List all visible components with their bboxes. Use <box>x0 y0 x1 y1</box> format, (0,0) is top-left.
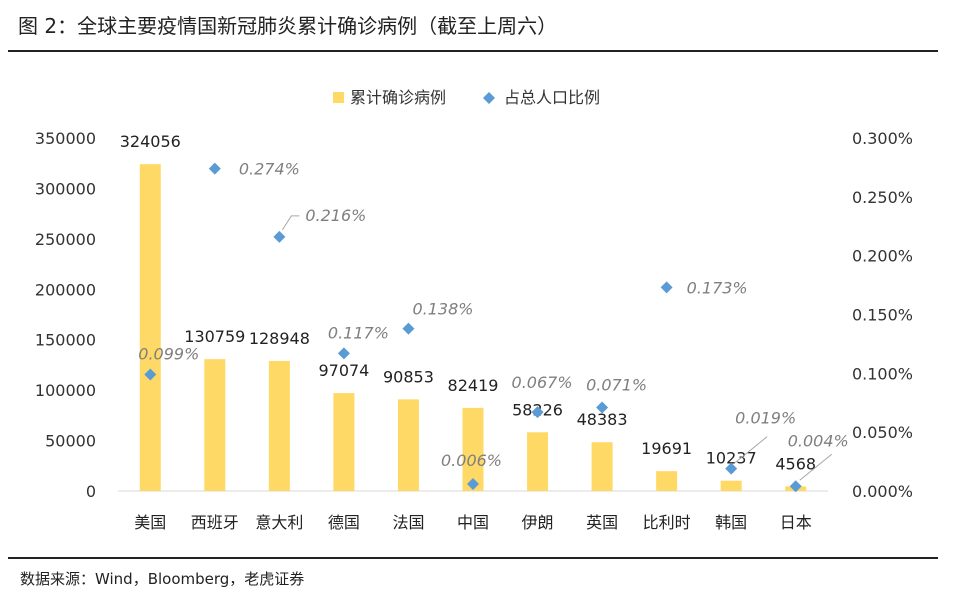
right-axis-tick-label: 0.050% <box>852 423 913 442</box>
right-axis-tick-label: 0.250% <box>852 188 913 207</box>
percent-value-label: 0.117% <box>328 323 389 342</box>
percent-marker <box>337 347 350 360</box>
leader-line <box>281 215 300 231</box>
left-axis-tick-label: 50000 <box>45 432 96 451</box>
bar-value-label: 97074 <box>318 361 369 380</box>
bar-value-label: 19691 <box>641 439 692 458</box>
bar <box>591 442 613 491</box>
bar <box>462 407 484 491</box>
bar-value-label: 10237 <box>706 449 757 468</box>
bar-value-label: 324056 <box>120 132 181 151</box>
right-axis-tick-label: 0.100% <box>852 364 913 383</box>
percent-value-label: 0.067% <box>512 373 573 392</box>
percent-value-label: 0.173% <box>687 278 748 297</box>
percent-marker <box>531 406 544 419</box>
category-label: 韩国 <box>715 513 747 532</box>
left-axis-tick-label: 200000 <box>35 280 96 299</box>
category-label: 中国 <box>457 513 489 532</box>
left-axis-tick-label: 100000 <box>35 381 96 400</box>
source-note: 数据来源：Wind，Bloomberg，老虎证券 <box>20 570 305 588</box>
percent-marker <box>660 281 673 294</box>
bar-value-label: 48383 <box>577 410 628 429</box>
category-label: 法国 <box>392 513 424 532</box>
right-axis-tick-label: 0.000% <box>852 482 913 501</box>
marker-value-labels: 0.099% 0.274% 0.216% 0.117% 0.138% 0.006% 0.06… <box>138 160 848 470</box>
bar-value-label: 90853 <box>383 367 434 386</box>
left-axis-tick-label: 350000 <box>35 129 96 148</box>
legend-marker-label: 占总人口比例 <box>504 88 600 107</box>
right-axis-tick-label: 0.300% <box>852 129 913 148</box>
left-axis-tick-label: 300000 <box>35 179 96 198</box>
left-axis-tick-label: 0 <box>86 482 96 501</box>
category-label: 英国 <box>586 513 618 532</box>
percent-value-label: 0.138% <box>412 300 473 319</box>
percent-value-label: 0.004% <box>788 431 849 450</box>
marker-series <box>144 162 802 493</box>
bar-value-label: 4568 <box>775 454 816 473</box>
legend-bar-label: 累计确诊病例 <box>350 88 446 107</box>
bar <box>268 360 290 491</box>
percent-marker <box>208 162 221 175</box>
category-label: 比利时 <box>643 513 691 532</box>
figure-title: 图 2：全球主要疫情国新冠肺炎累计确诊病例（截至上周六） <box>18 14 558 38</box>
percent-value-label: 0.274% <box>239 160 300 179</box>
bar-value-label: 128948 <box>249 329 310 348</box>
right-axis-tick-label: 0.200% <box>852 247 913 266</box>
left-axis-tick-label: 150000 <box>35 331 96 350</box>
bar <box>397 399 419 491</box>
bar <box>139 164 161 491</box>
legend-marker-swatch <box>483 92 495 104</box>
right-axis-tick-labels: 0.000% 0.050% 0.100% 0.150% 0.200% 0.250% 0.30… <box>852 129 913 501</box>
percent-value-label: 0.071% <box>586 375 647 394</box>
left-axis-tick-labels: 0 50000 100000 150000 200000 250000 300000 3500… <box>35 129 96 501</box>
label-leader-lines <box>281 215 833 481</box>
percent-marker <box>789 480 802 493</box>
category-label: 日本 <box>780 513 812 532</box>
legend-bar-swatch <box>333 92 344 103</box>
bar <box>527 432 549 491</box>
bottom-rule <box>8 557 938 559</box>
left-axis-tick-label: 250000 <box>35 230 96 249</box>
top-rule <box>8 50 938 52</box>
bar <box>720 480 742 491</box>
percent-value-label: 0.019% <box>735 409 796 428</box>
category-label: 美国 <box>134 513 166 532</box>
category-label: 伊朗 <box>522 513 554 532</box>
percent-marker <box>725 462 738 475</box>
right-axis-tick-label: 0.150% <box>852 306 913 325</box>
category-label: 德国 <box>328 513 360 532</box>
percent-value-label: 0.006% <box>441 451 502 470</box>
bar-value-label: 82419 <box>448 376 499 395</box>
leader-line <box>734 436 768 464</box>
bar <box>656 471 678 491</box>
bar <box>204 359 226 491</box>
bar-series <box>139 164 807 491</box>
percent-marker <box>596 401 609 414</box>
chart-legend: 累计确诊病例 占总人口比例 <box>333 88 600 107</box>
bar <box>333 393 355 491</box>
percent-value-label: 0.099% <box>138 345 199 364</box>
percent-value-label: 0.216% <box>305 206 366 225</box>
category-label: 意大利 <box>255 513 303 532</box>
category-labels: 美国 西班牙 意大利 德国 法国 中国 伊朗 英国 比利时 韩国 日本 <box>134 513 811 532</box>
percent-marker <box>144 368 157 381</box>
leader-line <box>799 453 833 481</box>
category-label: 西班牙 <box>191 513 239 532</box>
percent-marker <box>402 322 415 335</box>
percent-marker <box>467 477 479 490</box>
bar-value-label: 130759 <box>184 327 245 346</box>
percent-marker <box>273 230 286 243</box>
